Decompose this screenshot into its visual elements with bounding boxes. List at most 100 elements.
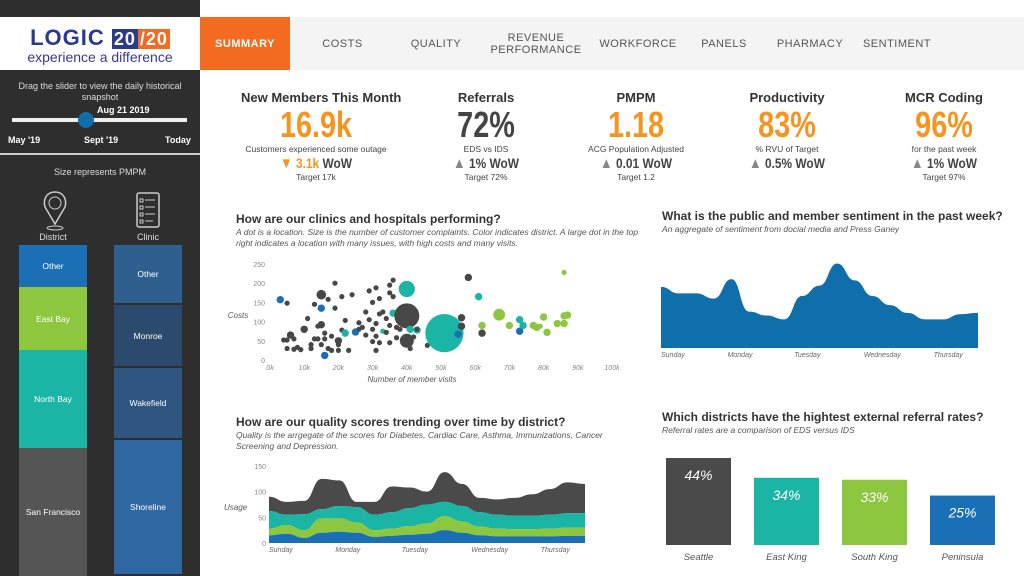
scatter-point[interactable] <box>291 336 297 342</box>
scatter-point[interactable] <box>464 273 473 282</box>
scatter-point[interactable] <box>515 327 524 335</box>
scatter-point[interactable] <box>341 329 349 337</box>
scatter-point[interactable] <box>373 320 379 327</box>
tab-summary[interactable]: SUMMARY <box>200 17 290 70</box>
bar[interactable] <box>666 458 731 545</box>
scatter-point[interactable] <box>406 325 414 333</box>
scatter-point[interactable] <box>560 319 568 328</box>
area-series[interactable] <box>269 530 585 543</box>
scatter-point[interactable] <box>325 296 331 302</box>
scatter-point[interactable] <box>315 336 321 342</box>
tab-panels[interactable]: PANELS <box>701 37 747 50</box>
scatter-point[interactable] <box>394 303 420 329</box>
scatter-point[interactable] <box>397 326 403 332</box>
scatter-point[interactable] <box>376 295 383 302</box>
scatter-point[interactable] <box>474 292 483 301</box>
tab-workforce[interactable]: WORKFORCE <box>599 37 677 50</box>
scatter-point[interactable] <box>387 340 393 346</box>
scatter-point[interactable] <box>284 337 290 343</box>
scatter-point[interactable] <box>390 294 396 300</box>
scatter-point[interactable] <box>370 326 376 332</box>
scatter-point[interactable] <box>537 323 543 329</box>
scatter-point[interactable] <box>553 319 561 328</box>
scatter-point[interactable] <box>346 347 352 353</box>
scatter-point[interactable] <box>342 317 348 324</box>
scatter-point[interactable] <box>424 342 430 349</box>
scatter-point[interactable] <box>366 288 372 294</box>
scatter-point[interactable] <box>543 328 551 337</box>
scatter-point[interactable] <box>373 285 379 291</box>
scatter-point[interactable] <box>318 342 324 348</box>
scatter-point[interactable] <box>373 333 379 339</box>
bar[interactable] <box>754 477 819 545</box>
bar[interactable] <box>842 479 907 545</box>
area-series[interactable] <box>269 501 585 531</box>
tab-pharmacy[interactable]: PHARMACY <box>776 37 844 50</box>
scatter-point[interactable] <box>505 321 514 330</box>
tab-sentiment[interactable]: SENTIMENT <box>862 37 932 50</box>
scatter-point[interactable] <box>457 322 466 330</box>
treemap-district-item[interactable]: East Bay <box>19 287 87 350</box>
scatter-point[interactable] <box>349 292 355 298</box>
tab-quality[interactable]: QUALITY <box>410 37 462 50</box>
scatter-point[interactable] <box>335 347 341 353</box>
scatter-point[interactable] <box>300 325 308 333</box>
treemap-district-item[interactable]: San Francisco <box>19 448 87 576</box>
scatter-point[interactable] <box>335 342 341 348</box>
scatter-point[interactable] <box>390 277 396 283</box>
scatter-point[interactable] <box>383 315 389 322</box>
treemap-clinic-item[interactable]: Other <box>114 245 182 303</box>
scatter-point[interactable] <box>370 338 376 345</box>
scatter-point[interactable] <box>373 347 379 353</box>
bar[interactable] <box>930 495 995 545</box>
scatter-point[interactable] <box>317 320 325 329</box>
scatter-point[interactable] <box>387 290 393 296</box>
scatter-point[interactable] <box>478 321 486 330</box>
scatter-point[interactable] <box>478 329 486 337</box>
treemap-district-item[interactable]: North Bay <box>19 350 87 448</box>
tab-costs[interactable]: COSTS <box>322 37 363 50</box>
scatter-point[interactable] <box>311 301 318 307</box>
scatter-point[interactable] <box>366 317 372 323</box>
scatter-point[interactable] <box>284 345 290 352</box>
scatter-point[interactable] <box>383 329 389 335</box>
scatter-point[interactable] <box>332 305 338 311</box>
scatter-point[interactable] <box>356 320 362 326</box>
scatter-point[interactable] <box>387 322 393 329</box>
scatter-point[interactable] <box>370 299 376 305</box>
scatter-point[interactable] <box>493 308 506 321</box>
scatter-point[interactable] <box>515 315 524 324</box>
scatter-point[interactable] <box>276 296 284 304</box>
scatter-point[interactable] <box>380 309 386 315</box>
scatter-point[interactable] <box>563 311 572 319</box>
scatter-point[interactable] <box>407 345 413 352</box>
scatter-point[interactable] <box>339 294 345 300</box>
scatter-point[interactable] <box>425 314 464 353</box>
treemap-clinic-item[interactable]: Monroe <box>114 305 182 366</box>
scatter-point[interactable] <box>308 345 314 352</box>
scatter-point[interactable] <box>359 324 365 330</box>
treemap-clinic-item[interactable]: Wakefield <box>114 368 182 438</box>
scatter-point[interactable] <box>393 335 400 341</box>
treemap-clinic-item[interactable]: Shoreline <box>114 440 182 574</box>
scatter-point[interactable] <box>322 336 328 342</box>
scatter-point[interactable] <box>334 337 343 345</box>
scatter-point[interactable] <box>376 340 383 346</box>
scatter-point[interactable] <box>411 334 417 340</box>
area-series[interactable] <box>269 472 585 516</box>
scatter-point[interactable] <box>454 330 462 338</box>
scatter-point[interactable] <box>539 313 548 321</box>
scatter-point[interactable] <box>284 300 290 306</box>
scatter-point[interactable] <box>363 332 369 338</box>
scatter-point[interactable] <box>328 333 335 339</box>
scatter-point[interactable] <box>457 314 466 322</box>
scatter-point[interactable] <box>363 309 369 315</box>
scatter-point[interactable] <box>414 326 420 332</box>
scatter-point[interactable] <box>561 269 567 276</box>
treemap-district-item[interactable]: Other <box>19 245 87 287</box>
scatter-point[interactable] <box>298 347 304 353</box>
scatter-point[interactable] <box>321 351 329 360</box>
area-series[interactable] <box>269 516 585 538</box>
area-series[interactable] <box>661 263 978 349</box>
scatter-point[interactable] <box>328 347 335 353</box>
